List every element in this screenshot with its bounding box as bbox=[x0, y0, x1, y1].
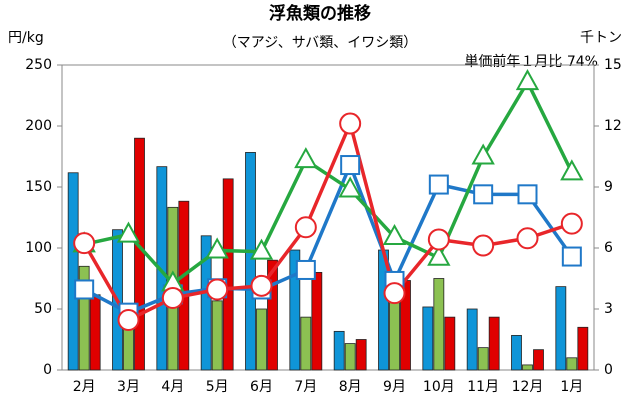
plot-frame bbox=[61, 64, 595, 371]
bar bbox=[89, 294, 101, 371]
bar bbox=[78, 265, 90, 371]
marker bbox=[517, 184, 538, 205]
bar bbox=[123, 328, 134, 371]
marker bbox=[382, 223, 407, 246]
marker bbox=[294, 216, 317, 239]
marker bbox=[515, 69, 540, 91]
bar bbox=[488, 316, 500, 371]
marker bbox=[340, 155, 361, 176]
marker bbox=[294, 147, 318, 169]
marker bbox=[250, 274, 273, 297]
y-tick-label: 50 bbox=[34, 301, 52, 317]
x-tick-label: 6月 bbox=[250, 379, 273, 395]
y-axis-label: 円/kg bbox=[8, 30, 44, 46]
bar bbox=[134, 137, 145, 371]
marker bbox=[206, 278, 229, 301]
marker bbox=[560, 159, 584, 181]
bar bbox=[433, 278, 445, 371]
bar bbox=[389, 300, 400, 371]
bar bbox=[533, 349, 544, 371]
y2-tick-label: 9 bbox=[604, 179, 613, 195]
bar bbox=[511, 335, 522, 371]
y-tick-label: 100 bbox=[25, 240, 52, 256]
marker bbox=[295, 259, 316, 280]
y2-tick-label: 15 bbox=[604, 57, 622, 73]
y2-tick-label: 0 bbox=[604, 362, 613, 378]
y-tick-label: 200 bbox=[25, 118, 52, 134]
chart-title: 浮魚類の推移 bbox=[269, 3, 371, 24]
x-tick-label: 7月 bbox=[294, 379, 317, 395]
bar bbox=[355, 339, 367, 371]
bar bbox=[200, 235, 212, 371]
y2-axis-label: 千トン bbox=[580, 30, 622, 46]
x-tick-label: 5月 bbox=[206, 379, 229, 395]
marker bbox=[161, 287, 184, 310]
x-tick-label: 4月 bbox=[161, 379, 184, 395]
bar bbox=[267, 259, 278, 371]
x-tick-label: 3月 bbox=[117, 379, 140, 395]
chart-subtitle: （マアジ、サバ類、イワシ類） bbox=[223, 35, 417, 51]
bar bbox=[466, 308, 478, 371]
marker bbox=[116, 221, 141, 243]
marker bbox=[383, 282, 406, 305]
y2-tick-label: 12 bbox=[604, 118, 622, 134]
bar bbox=[444, 316, 456, 371]
annotation: 単価前年１月比 74% bbox=[464, 53, 598, 70]
marker bbox=[74, 279, 95, 300]
bar bbox=[555, 286, 567, 371]
bar bbox=[522, 364, 533, 371]
y-tick-label: 250 bbox=[25, 57, 52, 73]
marker bbox=[73, 232, 96, 255]
marker bbox=[472, 234, 495, 257]
bar bbox=[577, 326, 589, 371]
bar bbox=[344, 343, 356, 371]
bar bbox=[566, 357, 578, 371]
marker bbox=[560, 212, 583, 235]
x-tick-label: 2月 bbox=[73, 379, 96, 395]
y2-tick-label: 3 bbox=[604, 301, 613, 317]
y-tick-label: 0 bbox=[43, 362, 52, 378]
marker bbox=[427, 228, 450, 251]
x-tick-label: 9月 bbox=[383, 379, 406, 395]
x-tick-label: 10月 bbox=[423, 379, 455, 395]
marker bbox=[473, 184, 494, 205]
bar bbox=[333, 330, 345, 371]
bar bbox=[422, 306, 434, 371]
marker bbox=[338, 176, 362, 198]
y-tick-label: 150 bbox=[25, 179, 52, 195]
x-tick-label: 12月 bbox=[512, 379, 544, 395]
marker bbox=[205, 237, 229, 259]
y2-tick-label: 6 bbox=[604, 240, 613, 256]
bar bbox=[67, 172, 79, 371]
marker bbox=[117, 308, 140, 331]
marker bbox=[249, 238, 274, 260]
marker bbox=[561, 246, 582, 267]
marker bbox=[427, 244, 451, 266]
bar bbox=[256, 308, 267, 371]
bar bbox=[300, 316, 312, 371]
bar bbox=[289, 249, 301, 371]
x-tick-label: 11月 bbox=[467, 379, 499, 395]
x-tick-label: 8月 bbox=[339, 379, 362, 395]
bar bbox=[477, 347, 489, 371]
x-tick-label: 1月 bbox=[560, 379, 583, 395]
bar bbox=[222, 178, 234, 371]
bar bbox=[311, 271, 323, 371]
bar bbox=[211, 300, 223, 371]
marker bbox=[339, 112, 362, 135]
bar bbox=[245, 152, 256, 371]
marker bbox=[471, 143, 495, 165]
marker bbox=[516, 227, 539, 250]
marker bbox=[428, 174, 449, 195]
